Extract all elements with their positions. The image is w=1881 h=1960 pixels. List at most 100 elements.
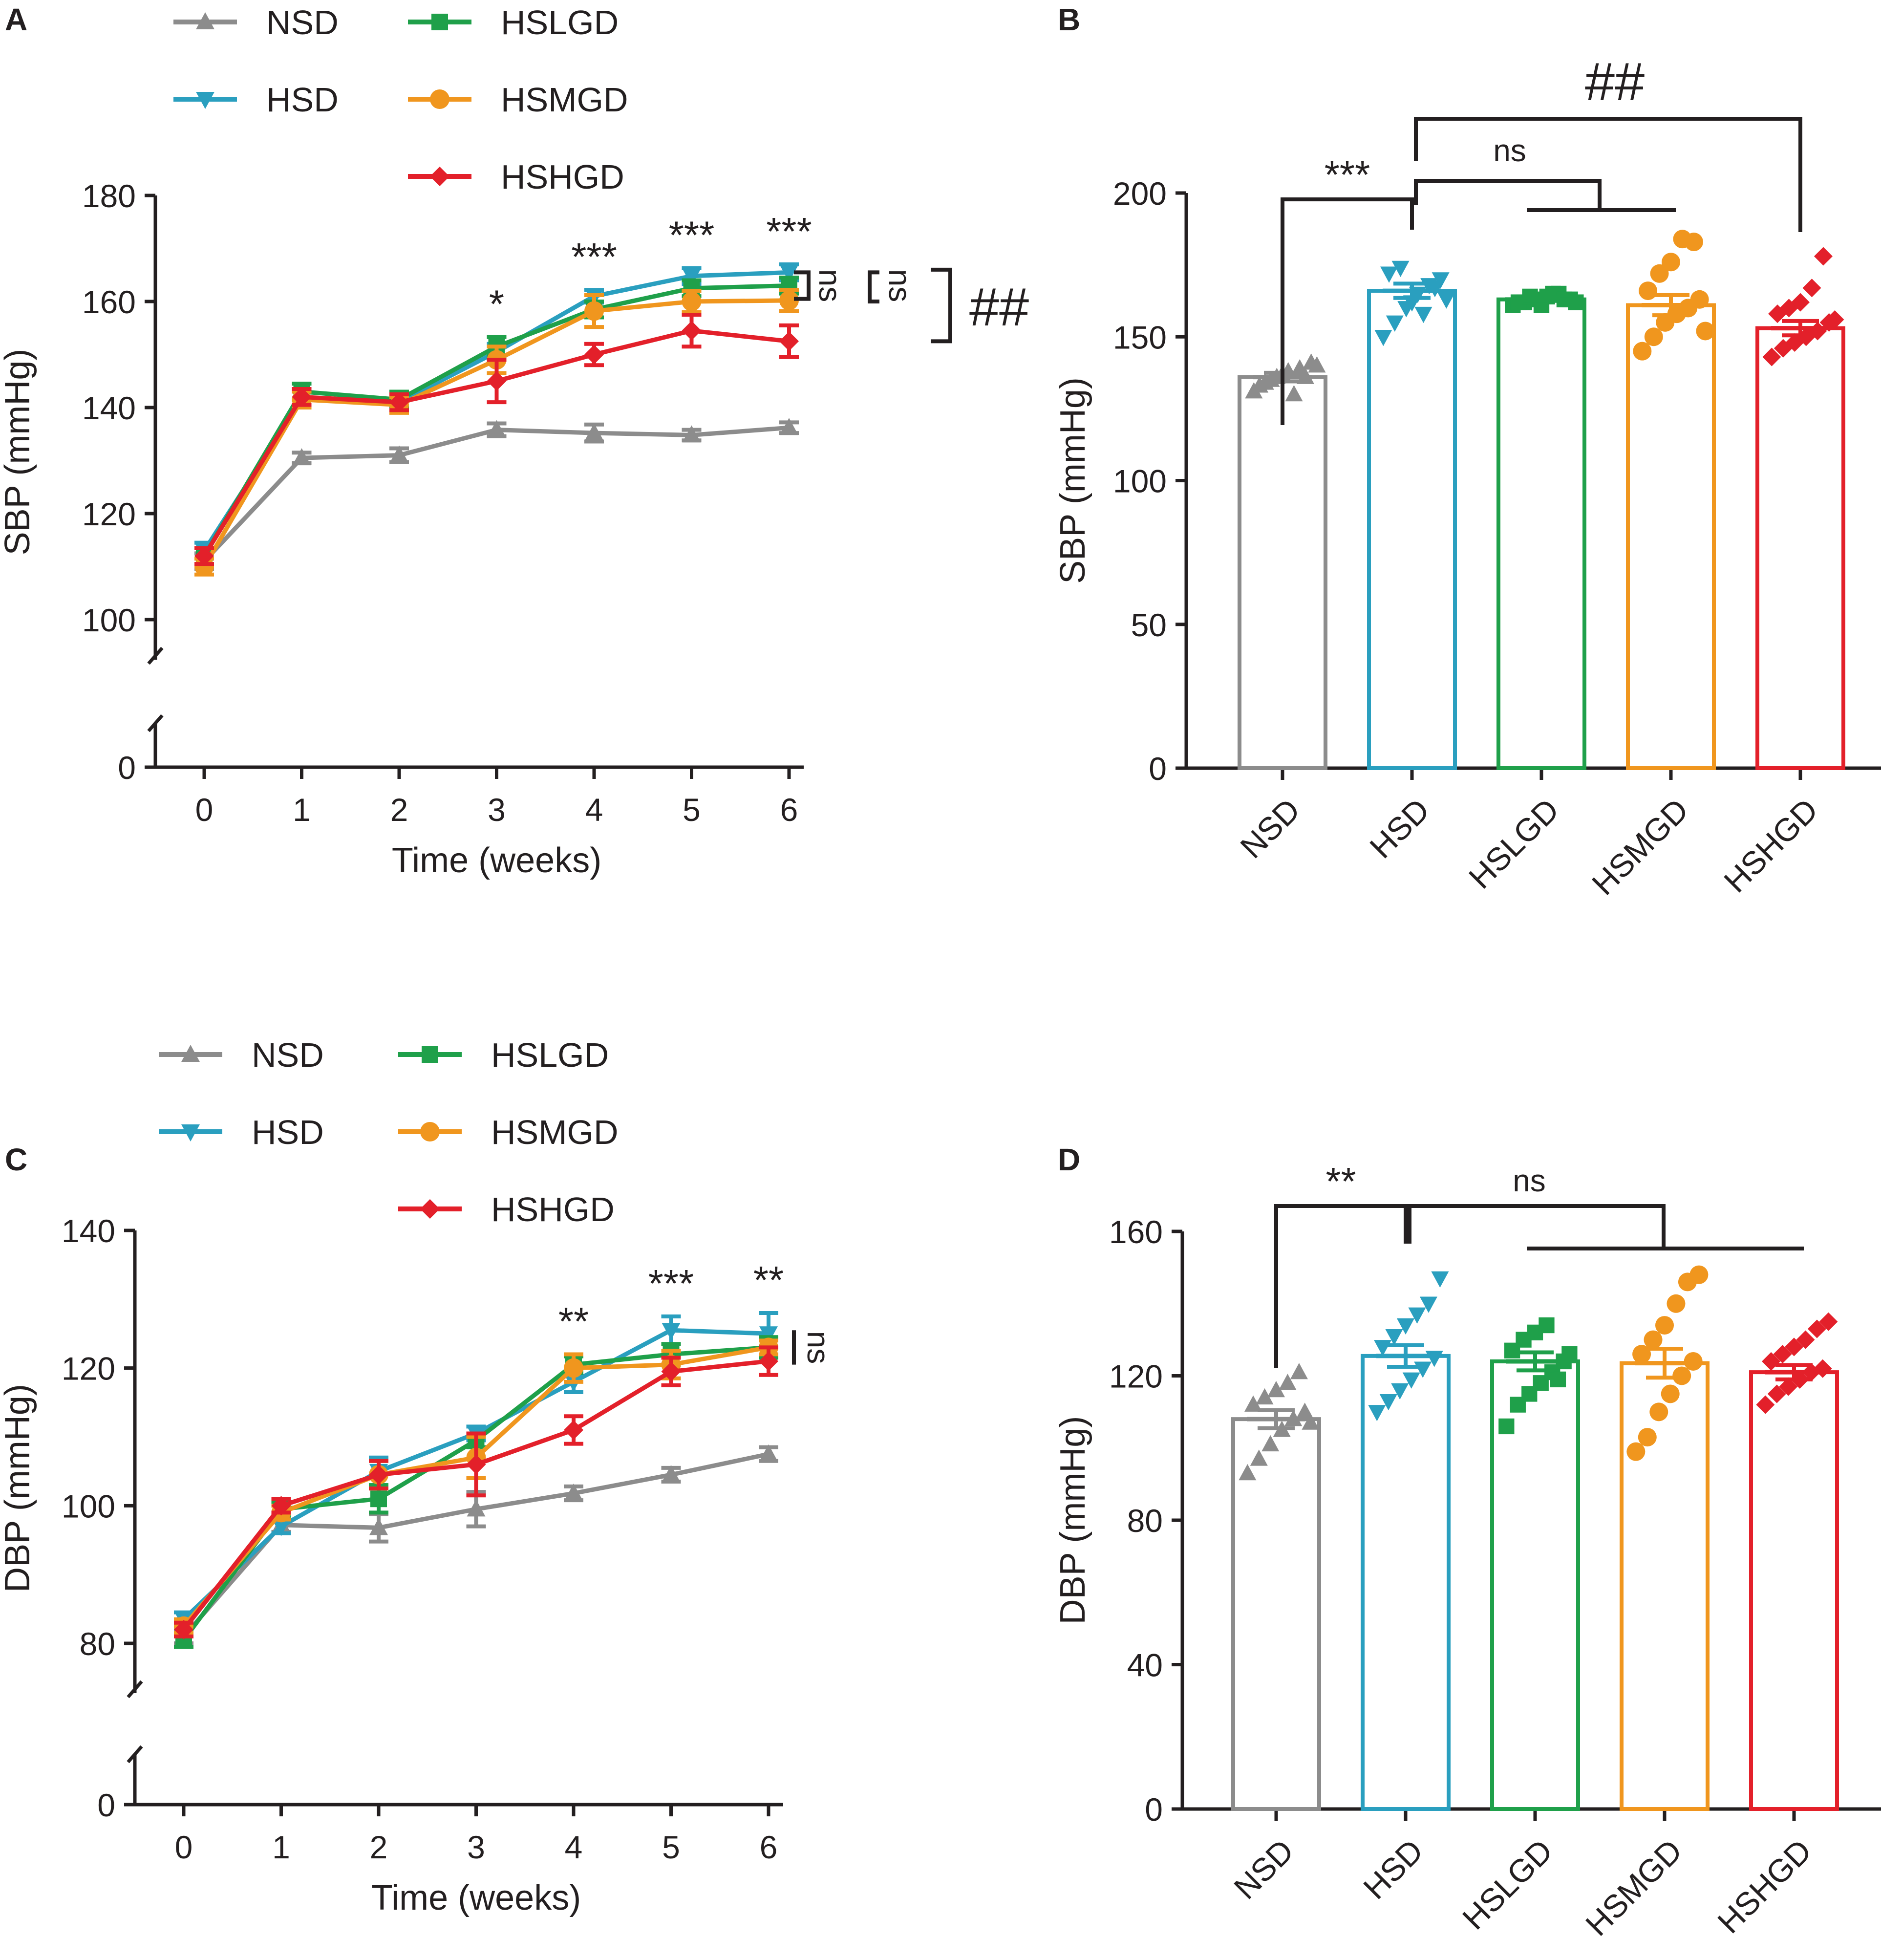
series-hshgd: [174, 1345, 778, 1639]
significance-stars: **: [753, 1258, 784, 1302]
y-axis-label: DBP (mmHg): [1053, 1416, 1092, 1625]
data-point: [1302, 1413, 1320, 1430]
ns-bracket: [868, 270, 879, 303]
significance-stars: ***: [1325, 153, 1370, 196]
legend-marker: [422, 1046, 438, 1063]
data-point: [1368, 1405, 1386, 1422]
data-point: [1290, 1363, 1308, 1379]
data-point: [1391, 1383, 1409, 1400]
data-point: [1432, 272, 1450, 289]
x-tick-label: NSD: [1227, 1832, 1301, 1906]
x-tick-label: 2: [390, 792, 408, 828]
x-tick-label: 5: [683, 792, 701, 828]
data-point: [1431, 1271, 1449, 1288]
data-point: [1655, 1316, 1674, 1335]
legend-item-hsd: HSD: [159, 1113, 324, 1151]
data-point: [759, 1351, 778, 1371]
ns-label: ns: [812, 269, 848, 302]
y-tick-label: 0: [118, 750, 136, 786]
data-point: [1662, 253, 1680, 272]
y-tick-label: 100: [82, 602, 136, 638]
data-point: [1244, 1395, 1262, 1412]
y-axis-break-mark: [147, 646, 164, 665]
panel-b-bar-chart: B 0 50 100 150 200 SBP (mmHg) NSD HSD HSLGD HSMGD H…: [1053, 2, 1881, 902]
data-point: [682, 292, 702, 311]
data-point: [1644, 327, 1663, 346]
bar-group-hshgd: HSHGD: [1717, 247, 1845, 899]
data-point: [1689, 1265, 1709, 1284]
ns-bracket: [794, 270, 811, 301]
data-point: [682, 425, 701, 443]
panel-a-line-chart: A 100 120 140 160 180 0 0 1 2 3 4 5 6 Time (weeks) SBP …: [0, 2, 1029, 880]
legend-item-hshgd: HSHGD: [408, 158, 624, 196]
data-point: [1802, 279, 1821, 298]
legend-item-hsd: HSD: [173, 81, 339, 119]
data-point: [564, 1420, 583, 1440]
data-point: [1408, 1307, 1426, 1324]
bar: [1626, 303, 1716, 770]
y-tick-label: 200: [1113, 175, 1167, 212]
data-point: [759, 1444, 778, 1462]
x-tick-label: HSD: [1363, 792, 1436, 865]
panel-c-line-chart: C 80 100 120 140 0 0 1 2 3 4 5 6 Time (weeks) DBP (mmH…: [0, 1142, 836, 1917]
x-tick-label: 1: [293, 792, 311, 828]
hash-bracket: [1414, 117, 1802, 232]
y-tick-label: 0: [1145, 1791, 1163, 1828]
x-tick-label: HSLGD: [1455, 1832, 1560, 1937]
significance-stars: ***: [648, 1262, 694, 1305]
y-tick-label: 150: [1113, 319, 1167, 355]
ns-label: ns: [1513, 1163, 1546, 1198]
data-point: [292, 387, 312, 407]
legend-label: HSD: [252, 1113, 324, 1151]
y-tick-label: 180: [82, 178, 136, 214]
data-point: [1756, 1395, 1775, 1414]
y-tick-label: 50: [1131, 607, 1167, 643]
data-point: [194, 557, 214, 577]
data-point: [272, 1519, 291, 1536]
data-point: [174, 1619, 193, 1639]
legend-item-hsmgd: HSMGD: [398, 1113, 619, 1151]
data-point: [370, 1490, 387, 1508]
data-point: [661, 1361, 681, 1381]
data-point: [1785, 1337, 1803, 1357]
data-point: [1791, 293, 1810, 312]
significance-stars: ***: [669, 214, 714, 257]
data-point: [662, 1323, 681, 1340]
bar: [1238, 375, 1327, 770]
legend-label: NSD: [266, 3, 339, 42]
data-point: [1251, 376, 1269, 393]
data-point: [466, 1454, 486, 1474]
data-point: [1825, 310, 1844, 329]
legend-marker: [181, 1045, 200, 1062]
x-tick-label: 1: [272, 1829, 290, 1865]
x-axis-label: Time (weeks): [371, 1878, 581, 1917]
y-tick-label: 140: [62, 1213, 115, 1249]
ns-bracket: [1408, 1204, 1666, 1249]
bar: [1620, 1361, 1710, 1811]
y-tick-label: 80: [1127, 1503, 1163, 1539]
data-point: [1696, 322, 1715, 341]
data-point: [585, 423, 603, 441]
data-point: [1626, 1442, 1646, 1461]
x-axis-label: Time (weeks): [392, 841, 601, 880]
data-point: [1568, 294, 1584, 310]
y-tick-label: 100: [62, 1488, 115, 1524]
data-point: [780, 418, 798, 435]
x-tick-label: 2: [370, 1829, 388, 1865]
data-point: [1539, 1317, 1555, 1334]
data-point: [467, 1499, 486, 1517]
data-point: [1650, 264, 1669, 283]
data-point: [1379, 1394, 1397, 1411]
data-point: [662, 1465, 681, 1482]
y-tick-label: 160: [1109, 1214, 1163, 1250]
ns-label: ns: [882, 269, 918, 302]
data-point: [1762, 347, 1781, 366]
data-point: [1684, 233, 1703, 252]
bar: [1361, 1354, 1451, 1811]
data-point: [1644, 1330, 1663, 1349]
data-point: [779, 331, 799, 351]
data-point: [487, 420, 506, 437]
series-hshgd: [194, 313, 799, 566]
data-point: [780, 265, 798, 282]
legend-marker: [430, 167, 449, 186]
